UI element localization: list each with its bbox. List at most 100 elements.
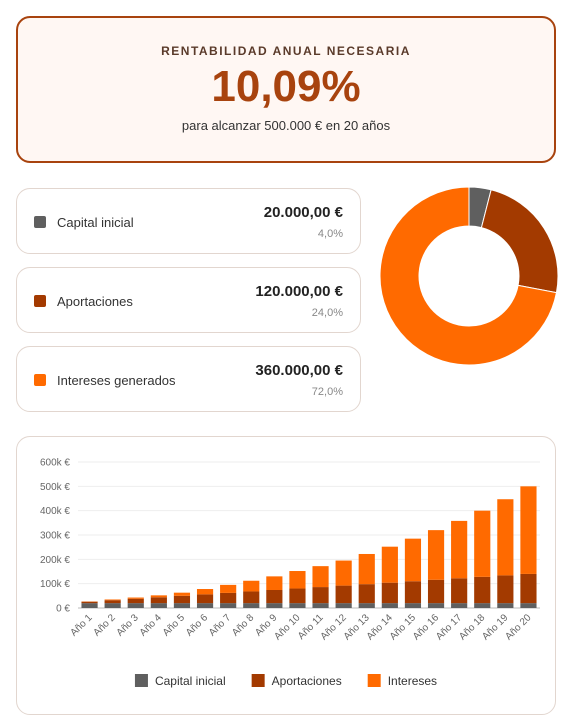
- x-tick-label: Año 6: [184, 612, 211, 639]
- x-tick-label: Año 3: [115, 612, 142, 639]
- bar-segment: [381, 582, 398, 604]
- x-tick-label: Año 10: [272, 612, 302, 642]
- bar-segment: [451, 603, 468, 608]
- bar-segment: [312, 603, 329, 608]
- bar-segment: [497, 603, 514, 608]
- legend-swatch: [134, 674, 148, 687]
- bar-segment: [243, 603, 260, 608]
- bar-segment: [427, 603, 445, 608]
- card-percent: 72,0%: [311, 386, 343, 398]
- bar-segment: [358, 553, 375, 585]
- bar-segment: [474, 603, 491, 608]
- bar-segment: [358, 603, 375, 608]
- bar-segment: [266, 589, 283, 604]
- bar-segment: [335, 603, 352, 608]
- legend-label: Capital inicial: [155, 674, 226, 688]
- x-tick-label: Año 8: [230, 612, 257, 639]
- header-value: 10,09%: [211, 62, 361, 111]
- y-tick-label: 600k €: [40, 458, 70, 469]
- bar-segment: [173, 592, 191, 596]
- bar-segment: [196, 603, 214, 608]
- card-amount: 360.000,00 €: [255, 362, 343, 379]
- y-tick-label: 0 €: [56, 604, 70, 615]
- y-tick-label: 100k €: [40, 579, 70, 590]
- bar-segment: [81, 603, 98, 608]
- bar-segment: [266, 576, 283, 590]
- bar-segment: [150, 603, 167, 608]
- x-tick-label: Año 20: [503, 612, 533, 642]
- card-name: Intereses generados: [57, 373, 176, 388]
- bar-segment: [173, 603, 191, 608]
- bar-segment: [497, 499, 514, 576]
- donut-slice: [379, 186, 558, 366]
- bar-segment: [358, 584, 375, 604]
- bar-segment: [289, 603, 306, 608]
- bar-segment: [220, 592, 237, 604]
- bar-segment: [243, 580, 260, 592]
- donut-slice: [480, 189, 559, 294]
- card-name: Aportaciones: [57, 294, 133, 309]
- bar-segment: [474, 576, 491, 604]
- x-tick-label: Año 2: [92, 612, 119, 639]
- card-icon: [34, 216, 46, 228]
- bar-segment: [520, 603, 537, 608]
- bar-segment: [127, 603, 144, 608]
- bar-segment: [427, 579, 445, 604]
- bar-segment: [451, 520, 468, 579]
- bar-segment: [266, 603, 283, 608]
- y-tick-label: 400k €: [40, 506, 70, 517]
- bar-segment: [427, 530, 445, 580]
- card-icon: [34, 295, 46, 307]
- y-tick-label: 200k €: [40, 555, 70, 566]
- legend-label: Intereses: [388, 674, 437, 688]
- bar-segment: [104, 600, 121, 604]
- legend: Capital inicial Aportaciones Intereses: [134, 674, 437, 688]
- legend-swatch: [367, 674, 381, 687]
- bar-segment: [196, 594, 214, 604]
- card-icon: [34, 374, 46, 386]
- header-label: RENTABILIDAD ANUAL NECESARIA: [161, 44, 411, 58]
- summary-card: Intereses generados 360.000,00 € 72,0%: [16, 346, 361, 412]
- bar-segment: [127, 597, 144, 599]
- bar-segment: [404, 603, 422, 608]
- x-tick-label: Año 7: [207, 612, 234, 639]
- x-tick-label: Año 1: [68, 612, 95, 639]
- bar-segment: [289, 571, 306, 589]
- bar-segment: [381, 546, 398, 583]
- legend-swatch: [251, 674, 265, 687]
- bar-segment: [150, 595, 167, 598]
- bar-segment: [335, 560, 352, 586]
- legend-label: Aportaciones: [272, 674, 342, 688]
- bar-segment: [127, 598, 144, 604]
- bar-segment: [220, 584, 237, 593]
- header-subtitle: para alcanzar 500.000 € en 20 años: [181, 118, 391, 133]
- bar-segment: [312, 587, 329, 604]
- bar-segment: [196, 589, 214, 595]
- x-tick-label: Año 4: [138, 612, 165, 639]
- summary-card: Capital inicial 20.000,00 € 4,0%: [16, 188, 361, 254]
- bar-segment: [404, 581, 422, 604]
- card-amount: 20.000,00 €: [263, 204, 343, 221]
- x-tick-label: Año 5: [161, 612, 188, 639]
- bar-segment: [312, 566, 329, 588]
- bar-segment: [335, 585, 352, 604]
- bar-segment: [104, 603, 121, 608]
- bar-segment: [243, 591, 260, 604]
- bar-segment: [520, 486, 537, 574]
- bar-segment: [474, 510, 491, 577]
- bar-segment: [173, 595, 191, 604]
- card-amount: 120.000,00 €: [255, 283, 343, 300]
- bar-segment: [220, 603, 237, 608]
- bar-segment: [404, 538, 422, 582]
- summary-card: Aportaciones 120.000,00 € 24,0%: [16, 267, 361, 333]
- bar-segment: [150, 597, 167, 604]
- header-card: RENTABILIDAD ANUAL NECESARIA 10,09% para…: [16, 16, 556, 163]
- bar-segment: [381, 603, 398, 608]
- bar-segment: [104, 599, 121, 601]
- card-name: Capital inicial: [57, 215, 134, 230]
- bar-segment: [520, 573, 537, 604]
- bar-segment: [451, 578, 468, 604]
- card-percent: 4,0%: [317, 228, 343, 240]
